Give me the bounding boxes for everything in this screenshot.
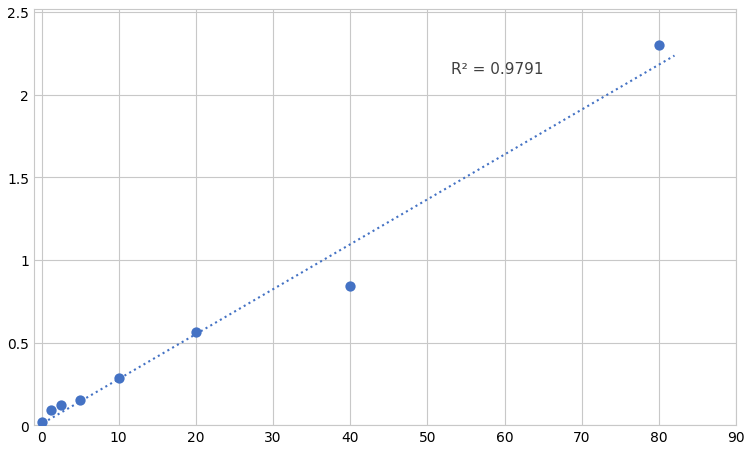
Point — [344, 282, 356, 290]
Point — [653, 42, 665, 50]
Point — [55, 402, 67, 409]
Point — [35, 419, 47, 426]
Point — [45, 407, 57, 414]
Point — [113, 375, 125, 382]
Text: R² = 0.9791: R² = 0.9791 — [450, 62, 543, 77]
Point — [190, 328, 202, 336]
Point — [74, 397, 86, 404]
